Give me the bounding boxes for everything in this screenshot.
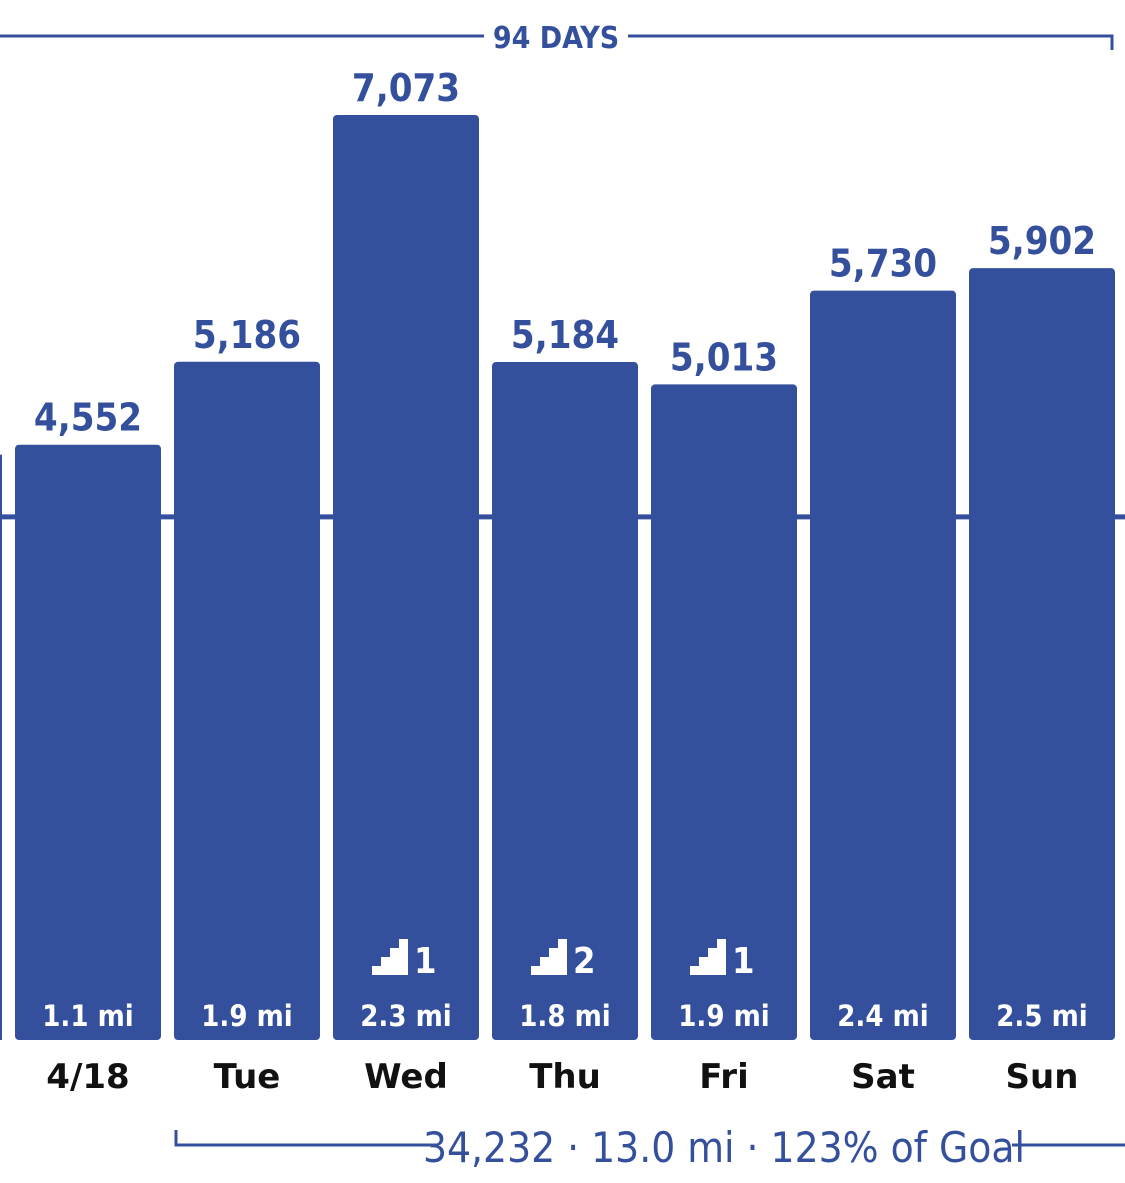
bar-previous-partial xyxy=(0,454,2,1040)
streak-bracket-right-line xyxy=(628,34,1114,50)
bar-value-label: 5,730 xyxy=(829,242,937,286)
bar-value-label: 5,013 xyxy=(670,335,778,379)
bar xyxy=(15,444,161,1040)
summary-bracket: 34,232 · 13.0 mi · 123% of Goal xyxy=(174,1123,1125,1172)
bar-group-6: 5,902 2.5 mi xyxy=(969,219,1115,1041)
bar-value-label: 5,902 xyxy=(988,219,1096,263)
bar-value-label: 7,073 xyxy=(352,66,460,110)
bar-distance-label: 1.9 mi xyxy=(201,999,292,1033)
bar-distance-label: 1.1 mi xyxy=(42,999,133,1033)
day-label: Sat xyxy=(851,1057,915,1097)
day-label: Fri xyxy=(699,1057,748,1097)
day-label: Sun xyxy=(1006,1057,1079,1097)
bar xyxy=(651,384,797,1040)
bar-group-0: 4,552 1.1 mi xyxy=(15,396,161,1040)
stairs-icon xyxy=(690,939,726,975)
bar-distance-label: 1.9 mi xyxy=(678,999,769,1033)
bar-group-4: 5,013 1.9 mi 1 xyxy=(651,335,797,1040)
bar xyxy=(969,268,1115,1041)
bar xyxy=(810,290,956,1040)
day-label: Tue xyxy=(214,1057,281,1097)
stairs-icon xyxy=(372,939,408,975)
bar-value-label: 5,186 xyxy=(193,313,301,357)
bar-distance-label: 2.3 mi xyxy=(360,999,451,1033)
bar-distance-label: 2.5 mi xyxy=(996,999,1087,1033)
stairs-icon xyxy=(531,939,567,975)
bar-group-1: 5,186 1.9 mi xyxy=(174,313,320,1040)
bar-floors-label: 2 xyxy=(573,941,596,982)
summary-bracket-left-line xyxy=(174,1130,436,1147)
bars-group: 4,552 1.1 mi 5,186 1.9 mi 7,073 2.3 mi 1 5,184 1… xyxy=(0,66,1115,1041)
streak-label: 94 DAYS xyxy=(493,21,619,56)
bar-group-5: 5,730 2.4 mi xyxy=(810,242,956,1040)
day-label: 4/18 xyxy=(46,1057,129,1097)
bar-floors-label: 1 xyxy=(414,941,437,982)
bar xyxy=(492,362,638,1040)
bar-value-label: 5,184 xyxy=(511,313,619,357)
bar-floors-label: 1 xyxy=(732,941,755,982)
bar-group-3: 5,184 1.8 mi 2 xyxy=(492,313,638,1040)
summary-label: 34,232 · 13.0 mi · 123% of Goal xyxy=(423,1123,1025,1172)
day-label: Wed xyxy=(364,1057,448,1097)
bar-distance-label: 2.4 mi xyxy=(837,999,928,1033)
bar-group-2: 7,073 2.3 mi 1 xyxy=(333,66,479,1040)
bar xyxy=(333,115,479,1040)
day-labels: 4/18 Tue Wed Thu Fri Sat Sun xyxy=(46,1057,1078,1097)
day-label: Thu xyxy=(529,1057,601,1097)
bar-value-label: 4,552 xyxy=(34,396,142,440)
bar-distance-label: 1.8 mi xyxy=(519,999,610,1033)
streak-bracket: 94 DAYS xyxy=(0,21,1114,56)
bar xyxy=(174,361,320,1040)
